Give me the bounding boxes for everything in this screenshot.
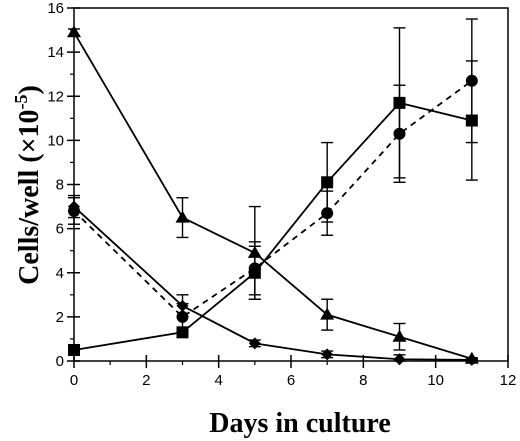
data-point-triangle [67,25,81,38]
y-axis-title-exponent: -5 [11,94,31,109]
data-point-diamond [321,348,334,361]
x-tick-label: 4 [214,372,222,389]
x-tick-label: 6 [287,372,295,389]
x-tick-label: 12 [500,372,517,389]
data-point-triangle [175,210,190,223]
series-line-square [73,101,473,351]
data-point-triangle [320,307,335,320]
plot-frame [73,7,509,362]
x-tick-label: 0 [70,372,78,389]
data-point-diamond [465,353,478,366]
y-tick-label: 12 [47,88,64,105]
data-point-square [68,343,80,356]
data-point-diamond [176,299,189,312]
y-tick-label: 0 [56,353,64,370]
y-axis-title-close: ) [14,85,45,94]
y-tick-label: 8 [56,177,64,194]
y-axis-title-main: Cells/well (×10 [14,109,45,284]
y-axis-title: Cells/well (×10-5) [11,85,45,285]
data-point-square [176,326,189,339]
data-point-circle [248,262,261,275]
series-line-diamond [73,205,472,361]
y-tick-label: 14 [47,44,64,61]
series-triangle [67,25,479,364]
x-axis-title: Days in culture [209,408,391,439]
x-axis-ticks: 0 2 4 6 8 10 12 [70,355,517,389]
y-tick-label: 6 [56,221,64,238]
series-circle [68,18,478,331]
x-tick-label: 10 [427,372,444,389]
series-square [68,27,478,356]
series-line-circle [73,80,473,319]
data-point-diamond [393,353,406,366]
data-point-triangle [392,329,407,342]
data-point-square [321,176,334,189]
y-tick-label: 2 [56,309,64,326]
y-tick-label: 4 [56,265,64,282]
y-axis-ticks: 0 2 4 6 8 10 12 14 16 [47,0,80,370]
series-line-triangle [73,31,473,360]
series-diamond [68,194,478,366]
x-tick-label: 2 [142,372,150,389]
data-point-diamond [248,337,261,350]
y-tick-label: 10 [47,132,64,149]
data-point-circle [321,207,334,220]
data-point-circle [465,74,478,87]
plot-area [67,7,509,366]
x-tick-label: 8 [359,372,367,389]
data-point-circle [393,127,406,140]
y-tick-label: 16 [47,0,64,17]
